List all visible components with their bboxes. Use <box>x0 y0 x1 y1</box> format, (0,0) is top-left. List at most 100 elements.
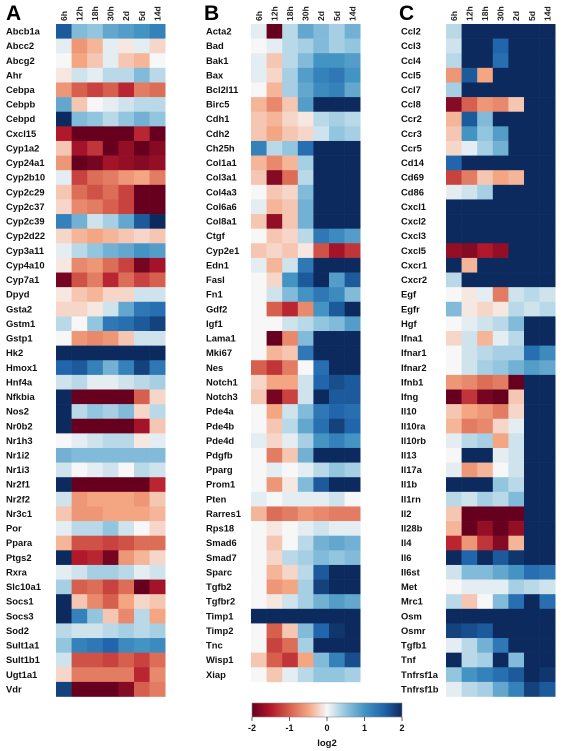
heatmap-cell <box>524 433 540 449</box>
heatmap-cell <box>344 550 361 566</box>
heatmap-cell <box>297 462 314 478</box>
heatmap-cell <box>461 360 478 376</box>
heatmap-cell <box>134 155 150 171</box>
heatmap-cell <box>149 433 166 449</box>
heatmap-cell <box>539 272 556 288</box>
gene-label: Cebpb <box>6 99 35 110</box>
heatmap-cell <box>87 24 104 39</box>
gene-label: Nes <box>206 362 223 373</box>
heatmap-cell <box>524 38 540 54</box>
heatmap-cell <box>282 272 299 288</box>
heatmap-cell <box>492 360 509 376</box>
heatmap-cell <box>446 199 462 215</box>
heatmap-cell <box>461 184 478 200</box>
heatmap-cell <box>282 374 299 390</box>
heatmap-cell <box>266 404 283 420</box>
heatmap-cell <box>251 53 267 69</box>
heatmap-cell <box>134 345 150 361</box>
heatmap-cell <box>87 243 104 259</box>
heatmap-cell <box>282 491 299 507</box>
heatmap-cell <box>118 140 135 156</box>
heatmap-cell <box>477 652 494 668</box>
heatmap-cell <box>524 24 540 39</box>
heatmap-cell <box>134 67 150 83</box>
heatmap-cell <box>446 126 462 142</box>
heatmap-cell <box>297 652 314 668</box>
heatmap-cell <box>149 345 166 361</box>
heatmap-cell <box>492 652 509 668</box>
heatmap-cell <box>266 316 283 332</box>
heatmap-cell <box>539 287 556 303</box>
heatmap-cell <box>492 53 509 69</box>
heatmap-cell <box>149 623 166 639</box>
heatmap-cell <box>134 170 150 186</box>
heatmap-cell <box>446 579 462 595</box>
heatmap-cell <box>149 550 166 566</box>
heatmap-cell <box>477 272 494 288</box>
heatmap-cell <box>56 418 72 434</box>
heatmap-cell <box>134 199 150 215</box>
heatmap-cell <box>71 374 88 390</box>
heatmap-cell <box>297 331 314 346</box>
gene-label: Sult1a1 <box>6 640 39 651</box>
heatmap-cell <box>102 214 119 229</box>
heatmap-cell <box>87 389 104 405</box>
heatmap-cell <box>134 301 150 317</box>
heatmap-cell <box>282 404 299 420</box>
heatmap-cell <box>118 404 135 420</box>
heatmap-cell <box>102 97 119 113</box>
heatmap-cell <box>71 447 88 463</box>
heatmap-cell <box>492 214 509 229</box>
heatmap-cell <box>524 97 540 113</box>
gene-label: Rxra <box>6 566 28 577</box>
heatmap-cell <box>282 97 299 113</box>
heatmap-cell <box>87 462 104 478</box>
heatmap-cell <box>56 155 72 171</box>
heatmap-cell <box>329 521 345 536</box>
heatmap-cell <box>56 111 72 127</box>
heatmap-cell <box>461 404 478 420</box>
gene-label: Nr0b2 <box>6 420 33 431</box>
gene-label: Col1a1 <box>206 157 237 168</box>
heatmap-cell <box>87 360 104 376</box>
heatmap-cell <box>539 564 556 580</box>
heatmap-cell <box>134 638 150 653</box>
heatmap-cell <box>149 243 166 259</box>
heatmap-cell <box>508 374 525 390</box>
heatmap-cell <box>477 24 494 39</box>
heatmap-cell <box>446 24 462 39</box>
heatmap-cell <box>297 535 314 551</box>
heatmap-cell <box>282 594 299 610</box>
heatmap-cell <box>102 535 119 551</box>
heatmap-cell <box>266 564 283 580</box>
gene-label: Ccr5 <box>401 142 422 153</box>
heatmap-cell <box>71 535 88 551</box>
heatmap-cell <box>134 564 150 580</box>
gene-label: Smad7 <box>206 552 237 563</box>
heatmap-cell <box>539 521 556 536</box>
heatmap-cell <box>56 535 72 551</box>
heatmap-cell <box>149 447 166 463</box>
heatmap-cell <box>524 652 540 668</box>
heatmap-cell <box>297 287 314 303</box>
heatmap-cell <box>87 623 104 639</box>
heatmap-cell <box>266 652 283 668</box>
heatmap-cell <box>71 608 88 624</box>
heatmap-cell <box>344 170 361 186</box>
heatmap-cell <box>539 579 556 595</box>
heatmap-cell <box>118 623 135 639</box>
gene-label: Cyp2c39 <box>6 216 45 227</box>
heatmap-cell <box>344 433 361 449</box>
heatmap-cell <box>477 418 494 434</box>
gene-label: Osmr <box>401 625 426 636</box>
heatmap-cell <box>134 228 150 244</box>
heatmap-cell <box>134 53 150 69</box>
heatmap-cell <box>524 67 540 83</box>
heatmap-cell <box>102 316 119 332</box>
gene-label: Egf <box>401 289 417 300</box>
heatmap-cell <box>118 491 135 507</box>
heatmap-cell <box>492 97 509 113</box>
heatmap-cell <box>477 331 494 346</box>
gene-label: Col6a6 <box>206 201 237 212</box>
heatmap-cell <box>508 38 525 54</box>
